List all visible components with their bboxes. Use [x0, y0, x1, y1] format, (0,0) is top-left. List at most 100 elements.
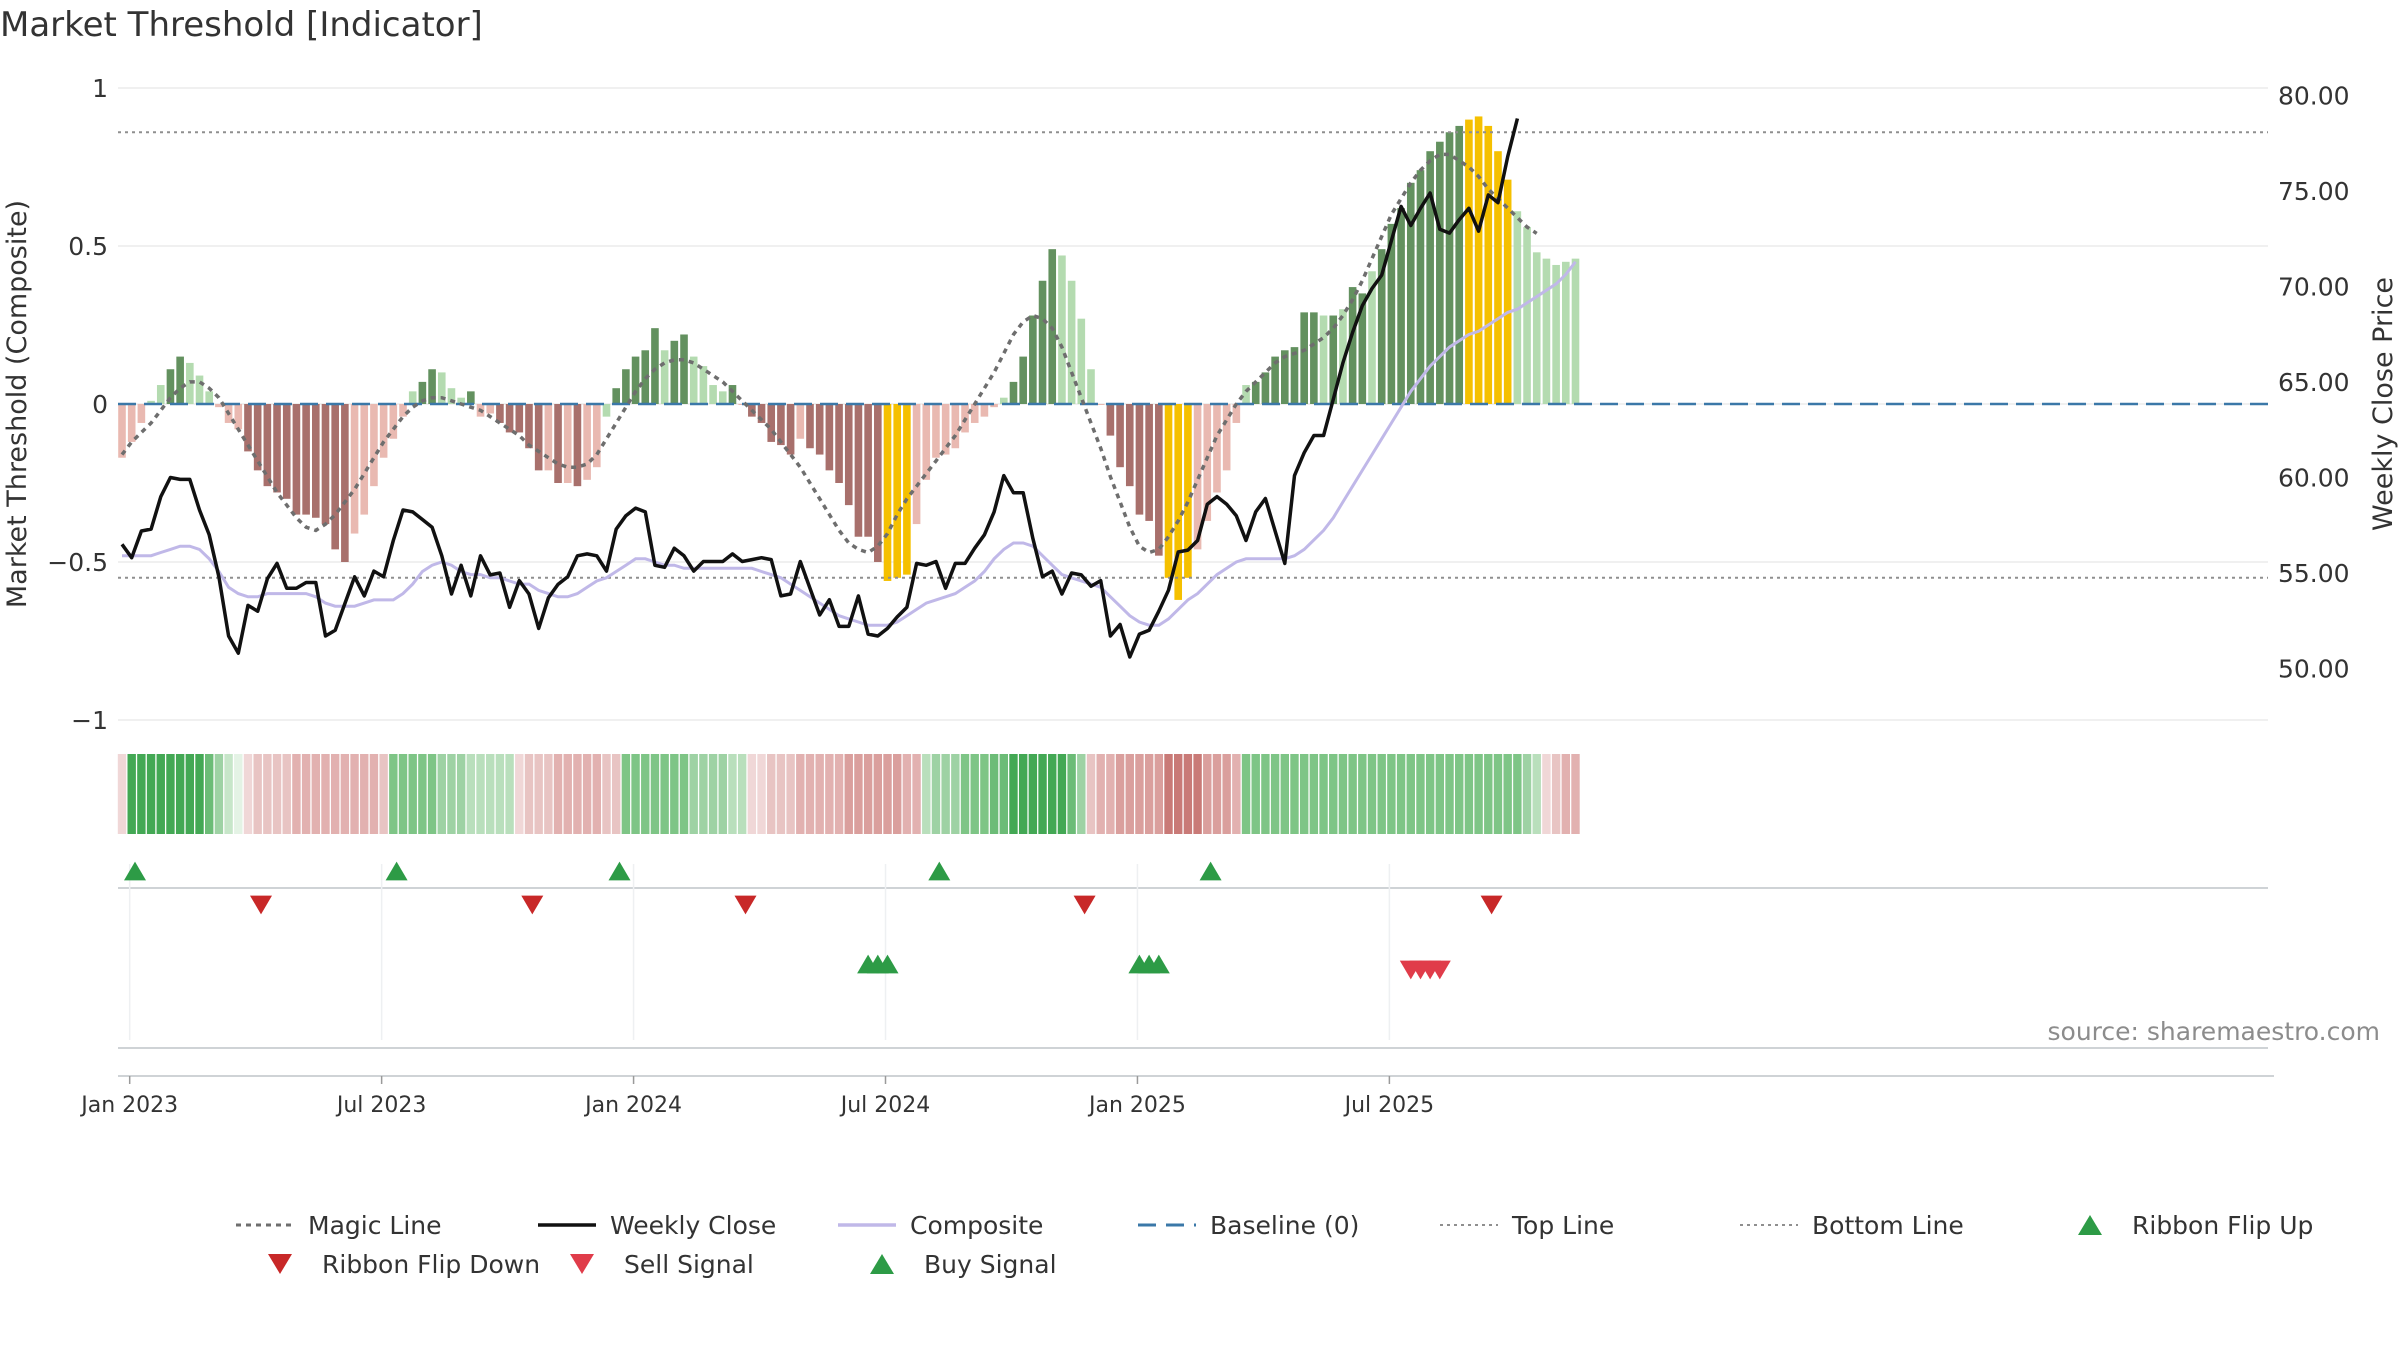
ribbon-cell [166, 754, 175, 834]
ribbon-cell [379, 754, 388, 834]
composite-bar [1416, 170, 1425, 404]
composite-bar [1532, 252, 1541, 404]
ribbon-flip-up-marker [928, 861, 951, 881]
right-tick-label: 65.00 [2278, 368, 2350, 397]
composite-bar [467, 391, 475, 404]
right-tick-label: 50.00 [2278, 654, 2350, 683]
composite-bar [292, 404, 301, 515]
composite-bar [835, 404, 843, 483]
composite-bar [321, 404, 330, 525]
composite-bar [951, 404, 960, 449]
ribbon-flip-down-marker [734, 895, 757, 915]
composite-bar [593, 404, 601, 468]
composite-bar [689, 356, 698, 404]
composite-bar [166, 369, 175, 404]
ribbon-cell [447, 754, 456, 834]
ribbon-cell [1077, 754, 1086, 834]
ribbon-cell [1377, 754, 1386, 834]
ribbon-cell [1193, 754, 1202, 834]
composite-bar [234, 404, 243, 430]
x-tick-label: Jan 2024 [583, 1093, 682, 1118]
composite-bar [825, 404, 834, 471]
ribbon-cell [728, 754, 737, 834]
ribbon-cell [1503, 754, 1512, 834]
x-tick-label: Jul 2024 [839, 1093, 931, 1118]
left-tick-label: 1 [92, 74, 108, 103]
composite-bar [699, 366, 708, 404]
legend-label: Weekly Close [610, 1211, 776, 1240]
x-tick-label: Jan 2025 [1087, 1093, 1186, 1118]
x-tick-label: Jul 2025 [1343, 1093, 1435, 1118]
composite-bar [273, 404, 281, 493]
ribbon-cell [1522, 754, 1532, 834]
ribbon-cell [1455, 754, 1464, 834]
ribbon-strip [117, 754, 1580, 834]
ribbon-cell [1106, 754, 1115, 834]
composite-bar [680, 334, 688, 404]
legend-swatch-marker [2078, 1215, 2102, 1235]
ribbon-flip-up-marker [124, 861, 146, 881]
composite-bar [1164, 404, 1173, 578]
legend-item: Top Line [1440, 1211, 1614, 1240]
composite-bar [670, 340, 679, 404]
ribbon-cell [330, 754, 340, 834]
composite-bar [360, 404, 369, 515]
ribbon-cell [321, 754, 330, 834]
composite-line [122, 260, 1577, 627]
composite-bar [1339, 309, 1347, 404]
ribbon-cell [602, 754, 611, 834]
left-tick-label: 0 [92, 390, 108, 419]
ribbon-cell [796, 754, 805, 834]
composite-bar [806, 404, 814, 449]
ribbon-cell [456, 754, 466, 834]
ribbon-cell [137, 754, 146, 834]
signal-markers [124, 861, 1503, 980]
ribbon-cell [272, 754, 282, 834]
composite-bar [1523, 227, 1531, 404]
ribbon-cell [631, 754, 640, 834]
composite-bar [1387, 223, 1396, 404]
ribbon-cell [863, 754, 873, 834]
legend-label: Magic Line [308, 1211, 442, 1240]
right-tick-label: 80.00 [2278, 82, 2350, 111]
ribbon-cell [951, 754, 960, 834]
composite-bar [1465, 119, 1473, 404]
ribbon-cell [1464, 754, 1474, 834]
ribbon-cell [776, 754, 786, 834]
ribbon-cell [1048, 754, 1057, 834]
ribbon-cell [1251, 754, 1260, 834]
ribbon-cell [1222, 754, 1231, 834]
ribbon-cell [1028, 754, 1038, 834]
composite-bar [1029, 315, 1037, 404]
composite-bar [1232, 404, 1241, 423]
ribbon-cell [553, 754, 563, 834]
ribbon-cell [340, 754, 350, 834]
ribbon-flip-up-marker [1199, 861, 1222, 881]
legend-item: Composite [838, 1211, 1043, 1240]
ribbon-cell [747, 754, 757, 834]
ribbon-cell [1435, 754, 1445, 834]
ribbon-cell [146, 754, 156, 834]
ribbon-cell [427, 754, 437, 834]
composite-bar [651, 328, 659, 404]
ribbon-cell [708, 754, 718, 834]
ribbon-cell [621, 754, 631, 834]
ribbon-cell [922, 754, 931, 834]
legend-item: Buy Signal [870, 1250, 1057, 1279]
ribbon-cell [1445, 754, 1454, 834]
ribbon-cell [1329, 754, 1338, 834]
composite-bars [118, 116, 1580, 600]
ribbon-cell [1018, 754, 1028, 834]
ribbon-cell [1406, 754, 1415, 834]
ribbon-cell [1387, 754, 1396, 834]
composite-bar [437, 372, 446, 404]
legend-item: Bottom Line [1740, 1211, 1964, 1240]
composite-bar [147, 400, 155, 404]
ribbon-cell [679, 754, 689, 834]
ribbon-cell [1551, 754, 1561, 834]
ribbon-cell [893, 754, 902, 834]
composite-bar [999, 397, 1008, 404]
ribbon-cell [1164, 754, 1173, 834]
composite-bar [389, 404, 398, 439]
ribbon-flip-up-marker [385, 861, 408, 881]
